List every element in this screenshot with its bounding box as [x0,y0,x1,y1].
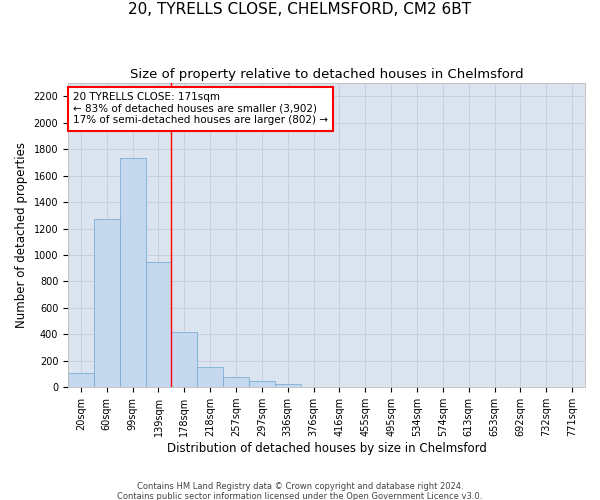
Text: Contains HM Land Registry data © Crown copyright and database right 2024.
Contai: Contains HM Land Registry data © Crown c… [118,482,482,500]
Bar [94,220,120,387]
Text: 20 TYRELLS CLOSE: 171sqm
← 83% of detached houses are smaller (3,902)
17% of sem: 20 TYRELLS CLOSE: 171sqm ← 83% of detach… [73,92,328,126]
Text: 20, TYRELLS CLOSE, CHELMSFORD, CM2 6BT: 20, TYRELLS CLOSE, CHELMSFORD, CM2 6BT [128,2,472,18]
Bar [68,372,94,387]
Bar [197,368,223,387]
Bar [146,262,172,387]
X-axis label: Distribution of detached houses by size in Chelmsford: Distribution of detached houses by size … [167,442,487,455]
Bar [249,382,275,387]
Bar [275,384,301,387]
Title: Size of property relative to detached houses in Chelmsford: Size of property relative to detached ho… [130,68,523,80]
Bar [223,378,249,387]
Bar [172,332,197,387]
Y-axis label: Number of detached properties: Number of detached properties [15,142,28,328]
Bar [120,158,146,387]
